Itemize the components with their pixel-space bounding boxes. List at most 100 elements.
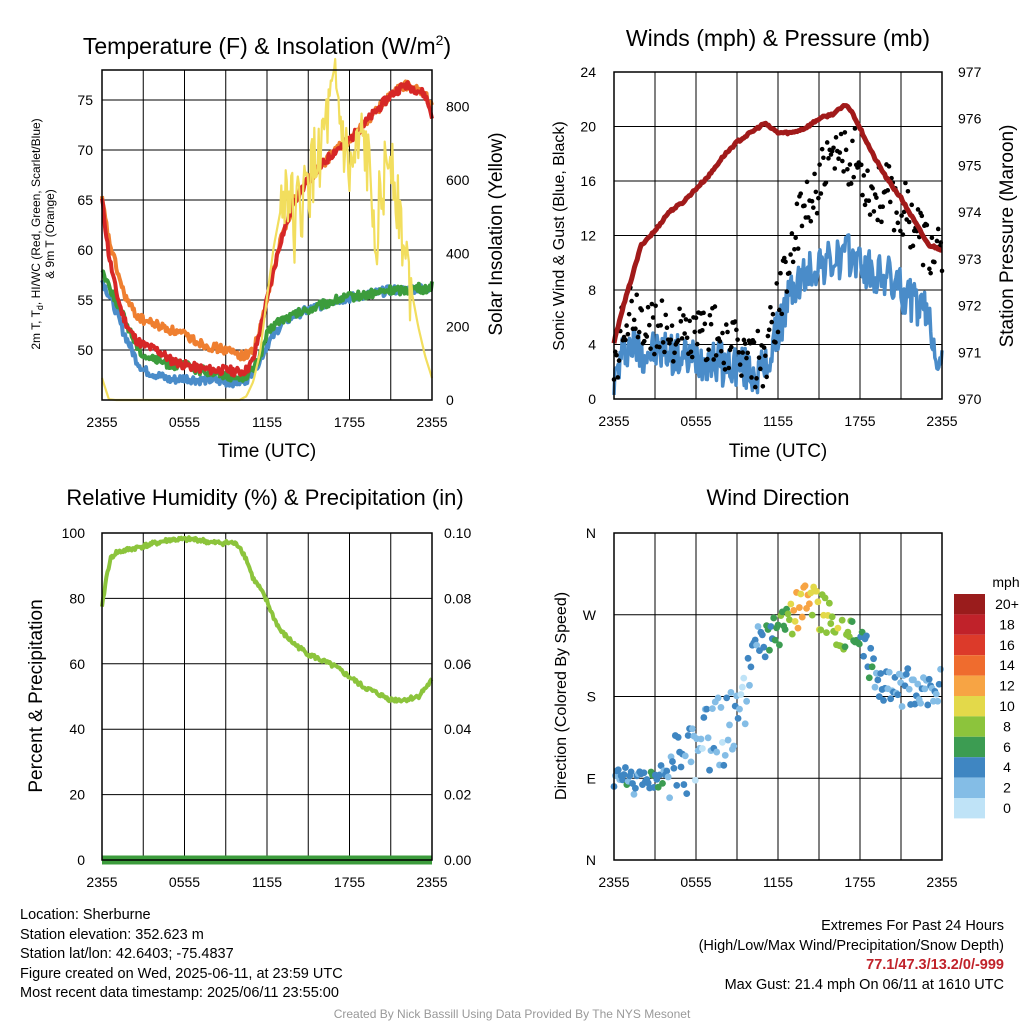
wind-gust-point	[693, 315, 699, 321]
wind-gust-point	[831, 145, 836, 151]
temp-title: Temperature (F) & Insolation (W/m2)	[83, 32, 451, 59]
legend-swatch	[954, 655, 985, 676]
dir-point	[736, 705, 743, 713]
wind-gust-point	[818, 191, 824, 196]
dir-point	[898, 703, 906, 710]
dir-point	[874, 676, 882, 684]
wind-gust-point	[823, 180, 829, 185]
legend-label: 6	[1003, 739, 1011, 755]
dir-point	[910, 676, 917, 684]
legend-label: 20+	[995, 596, 1019, 612]
temp-xtick-label: 0555	[169, 414, 200, 430]
max-gust: Max Gust: 21.4 mph On 06/11 at 1610 UTC	[724, 976, 1004, 993]
dir-point	[758, 631, 766, 639]
wind-gust-point	[802, 203, 807, 208]
dir-point	[760, 643, 768, 651]
wind-gust-point	[742, 341, 748, 346]
rh-xtick-label: 0555	[169, 874, 200, 890]
dir-point	[723, 694, 731, 702]
wind-gust-point	[811, 205, 816, 210]
wind-gust-point	[624, 323, 629, 328]
extremes-info: Extremes For Past 24 Hours (High/Low/Max…	[699, 917, 1004, 995]
dir-point	[659, 779, 666, 787]
wind-ytick-label: 16	[580, 173, 596, 189]
dir-point	[821, 594, 829, 602]
wind-gust-point	[813, 189, 819, 195]
dir-point	[776, 641, 783, 649]
dir-point	[700, 714, 708, 721]
dir-point	[614, 766, 622, 774]
wind-gust-point	[832, 166, 838, 171]
wind-ytick-right-label: 974	[958, 204, 982, 220]
wind-gust-point	[886, 164, 892, 169]
wind-gust-point	[790, 259, 796, 265]
wind-gust-point	[681, 313, 686, 318]
legend-label: 4	[1003, 759, 1011, 775]
dir-xtick-label: 0555	[680, 874, 711, 890]
dir-point	[797, 590, 805, 598]
wind-gust-point	[705, 356, 710, 362]
legend-swatch	[954, 696, 985, 717]
temp-ytick-label: 65	[77, 192, 93, 208]
wind-ylabel-left: Sonic Wind & Gust (Blue, Black)	[551, 121, 568, 350]
wind-gust-point	[657, 344, 662, 350]
wind-gust-point	[836, 156, 841, 162]
dir-point	[619, 776, 626, 784]
dir-point	[786, 616, 793, 624]
temp-xtick-label: 2355	[86, 414, 117, 430]
dir-point	[817, 626, 825, 634]
wind-gust-point	[735, 337, 740, 342]
rh-xtick-label: 1155	[252, 874, 282, 890]
dir-point	[740, 674, 748, 682]
wind-gust-point	[808, 218, 814, 224]
dir-point	[630, 790, 638, 798]
dir-point	[823, 629, 830, 637]
wind-gust-point	[629, 298, 634, 304]
wind-gust-point	[843, 147, 849, 153]
dir-ytick-label: W	[583, 607, 597, 623]
dir-point	[737, 691, 745, 698]
dir-point	[627, 768, 635, 776]
wind-gust-point	[875, 217, 880, 223]
wind-gust-point	[805, 215, 811, 220]
dir-point	[917, 699, 925, 707]
legend-swatch	[954, 777, 985, 798]
dir-point	[794, 624, 802, 632]
wind-gust-point	[851, 174, 856, 180]
temp-ytick-right-label: 0	[446, 392, 454, 408]
wind-gust-point	[850, 138, 855, 144]
wind-gust-point	[816, 195, 821, 201]
dir-point	[877, 670, 885, 677]
wind-gust-point	[812, 171, 817, 177]
dir-point	[766, 646, 773, 654]
legend-swatch	[954, 798, 985, 819]
dir-point	[770, 614, 778, 622]
wind-ytick-label: 20	[580, 119, 596, 135]
dir-point	[674, 733, 682, 741]
wind-gust-point	[650, 315, 656, 320]
wind-gust-point	[615, 375, 621, 380]
wind-xlabel: Time (UTC)	[729, 441, 828, 462]
wind-gust-point	[760, 384, 766, 389]
wind-gust-point	[732, 319, 738, 324]
wind-gust-point	[639, 307, 645, 313]
wind-gust-point	[837, 150, 843, 155]
info-recent: Most recent data timestamp: 2025/06/11 2…	[20, 985, 339, 1002]
wind-gust-point	[789, 231, 795, 236]
wind-gust-point	[692, 329, 698, 335]
temp-ytick-right-label: 200	[446, 319, 470, 335]
dir-point	[845, 633, 853, 640]
wind-gust-point	[641, 338, 647, 344]
rh-ytick-right-label: 0.04	[444, 721, 471, 737]
dir-point	[697, 735, 705, 743]
wind-gust-point	[784, 289, 790, 294]
wind-gust-point	[644, 334, 650, 339]
rh-xtick-label: 1755	[334, 874, 365, 890]
wind-gust-point	[885, 188, 891, 193]
rh-title: Relative Humidity (%) & Precipitation (i…	[66, 485, 463, 510]
credit-line: Created By Nick Bassill Using Data Provi…	[333, 1007, 691, 1021]
wind-gust-point	[662, 349, 667, 355]
wind-gust-point	[895, 220, 901, 226]
info-elevation: Station elevation: 352.623 m	[20, 926, 204, 943]
wind-xtick-label: 1155	[763, 413, 793, 429]
